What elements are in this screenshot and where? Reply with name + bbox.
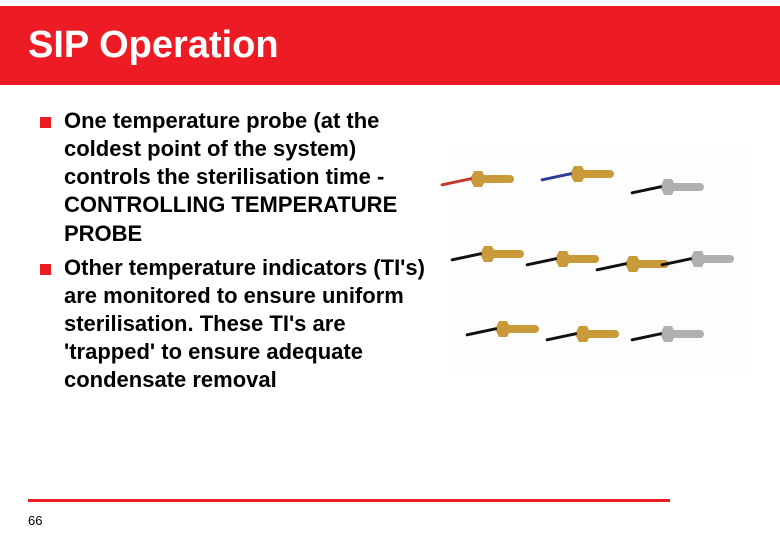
- bullet-text: One temperature probe (at the coldest po…: [64, 107, 440, 248]
- title-bar: SIP Operation: [0, 6, 780, 85]
- list-item: One temperature probe (at the coldest po…: [40, 107, 440, 248]
- illustration-area: [440, 107, 762, 401]
- slide-title: SIP Operation: [28, 24, 780, 67]
- bullet-text: Other temperature indicators (TI's) are …: [64, 254, 440, 395]
- bullet-square-icon: [40, 107, 64, 248]
- temperature-probes-illustration: [450, 145, 750, 375]
- bullet-square-icon: [40, 254, 64, 395]
- bullet-list: One temperature probe (at the coldest po…: [40, 107, 440, 401]
- list-item: Other temperature indicators (TI's) are …: [40, 254, 440, 395]
- content-row: One temperature probe (at the coldest po…: [0, 85, 780, 401]
- footer-rule: [28, 499, 670, 502]
- page-number: 66: [28, 513, 42, 528]
